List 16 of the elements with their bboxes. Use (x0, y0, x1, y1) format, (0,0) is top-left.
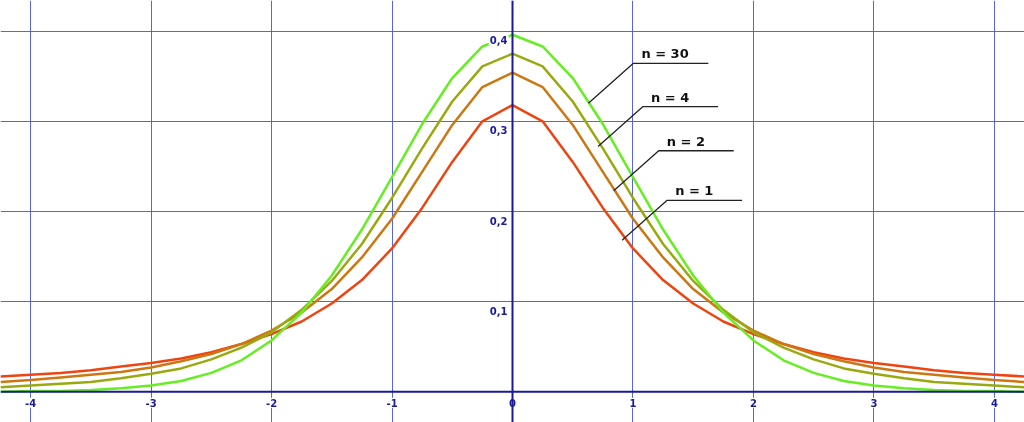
x-tick-label: 3 (870, 397, 878, 409)
annotation: n = 1 (675, 183, 714, 199)
annotation: n = 30 (641, 46, 689, 62)
x-tick-label: 1 (629, 397, 637, 409)
x-tick-label: 4 (990, 397, 998, 409)
x-tick-label: -1 (386, 397, 398, 409)
x-tick-label: -4 (25, 397, 37, 409)
annotation: n = 2 (666, 133, 705, 149)
x-tick-label: 2 (749, 397, 757, 409)
y-tick-label: 0,4 (489, 35, 508, 47)
x-tick-label: -3 (145, 397, 157, 409)
annotation: n = 4 (651, 89, 690, 105)
y-tick-label: 0,1 (489, 305, 508, 317)
y-tick-label: 0,3 (489, 125, 508, 137)
x-tick-label: -2 (266, 397, 278, 409)
y-tick-label: 0,2 (489, 215, 508, 227)
